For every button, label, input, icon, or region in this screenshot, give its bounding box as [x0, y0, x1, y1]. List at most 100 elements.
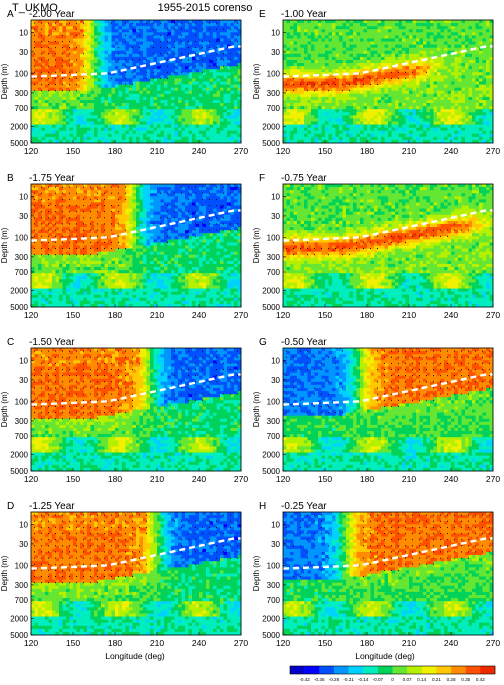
x-tick-label: 180 [360, 146, 374, 156]
colorbar-swatch [333, 666, 349, 674]
y-tick-label: 2000 [262, 123, 280, 132]
x-tick-label: 150 [318, 474, 332, 484]
y-tick-label: 700 [267, 268, 281, 277]
y-axis-label: Depth (m) [252, 63, 261, 99]
colorbar-label: 0.42 [476, 677, 485, 682]
significance-dots [285, 350, 491, 414]
x-tick-label: 240 [444, 310, 458, 320]
y-tick-label: 300 [267, 581, 281, 590]
figure-label: T_UKMO [12, 2, 58, 14]
x-tick-label: 150 [66, 146, 80, 156]
y-tick-label: 700 [15, 104, 29, 113]
colorbar-swatch [304, 666, 320, 674]
x-tick-label: 120 [24, 638, 38, 648]
panel-frame [30, 183, 242, 308]
y-tick-label: 300 [15, 417, 29, 426]
panel-frame [30, 347, 242, 472]
significance-dots [285, 514, 491, 578]
y-tick-label: 10 [271, 28, 280, 37]
panel-letter: A [7, 9, 14, 20]
significance-dots [285, 71, 428, 92]
x-tick-label: 210 [150, 638, 164, 648]
x-axis-label-right: Longitude (deg) [355, 651, 415, 661]
colorbar-swatch [436, 666, 452, 674]
x-tick-label: 150 [66, 474, 80, 484]
x-tick-label: 180 [360, 310, 374, 320]
y-tick-label: 5000 [10, 303, 28, 312]
panel-letter: C [7, 337, 14, 348]
y-tick-label: 10 [271, 520, 280, 529]
y-tick-label: 5000 [262, 303, 280, 312]
thermocline-line [282, 537, 493, 570]
panel-frame [282, 19, 494, 144]
x-tick-label: 240 [444, 638, 458, 648]
x-tick-label: 180 [108, 310, 122, 320]
y-tick-label: 5000 [10, 139, 28, 148]
y-tick-label: 10 [271, 356, 280, 365]
x-tick-label: 240 [192, 310, 206, 320]
panel-title: -2.00 Year [29, 9, 75, 20]
thermocline-line [282, 373, 493, 406]
panel-frame [282, 183, 494, 308]
panel-frame [30, 19, 242, 144]
colorbar-label: -0.42 [299, 677, 310, 682]
panel-title: -1.50 Year [29, 337, 75, 348]
x-tick-label: 270 [234, 638, 248, 648]
y-axis-label: Depth (m) [0, 63, 9, 99]
thermocline-line [30, 45, 241, 78]
panel-frame [30, 511, 242, 636]
panel-letter: D [7, 501, 14, 512]
x-tick-label: 240 [192, 146, 206, 156]
x-tick-label: 210 [402, 638, 416, 648]
y-tick-label: 30 [271, 376, 280, 385]
x-tick-label: 270 [234, 310, 248, 320]
x-tick-label: 150 [318, 638, 332, 648]
panel-frame [282, 511, 494, 636]
significance-dots [33, 186, 239, 256]
panel-title: -1.00 Year [281, 9, 327, 20]
y-tick-label: 700 [15, 268, 29, 277]
colorbar-swatch [451, 666, 466, 674]
panel-letter: G [259, 337, 267, 348]
x-tick-label: 270 [486, 146, 500, 156]
y-tick-label: 2000 [10, 451, 28, 460]
colorbar-label: -0.35 [314, 677, 325, 682]
colorbar-swatch [363, 666, 379, 674]
colorbar-label: 0.14 [417, 677, 426, 682]
x-tick-label: 210 [402, 474, 416, 484]
y-tick-label: 100 [267, 233, 281, 242]
colorbar-swatch [465, 666, 481, 674]
panel-letter: H [259, 501, 266, 512]
x-tick-label: 150 [318, 310, 332, 320]
figure-title: 1955-2015 corenso [158, 2, 253, 14]
x-tick-label: 120 [276, 474, 290, 484]
x-tick-label: 180 [360, 638, 374, 648]
y-tick-label: 5000 [262, 631, 280, 640]
y-axis-label: Depth (m) [252, 555, 261, 591]
y-tick-label: 700 [267, 104, 281, 113]
y-tick-label: 30 [271, 48, 280, 57]
x-axis-label-left: Longitude (deg) [105, 651, 165, 661]
panels: A -2.00 Year 10 30 100 300 700 2000 5000 Depth (m… [0, 9, 500, 648]
significance-dots [285, 223, 470, 256]
y-axis-label: Depth (m) [0, 227, 9, 263]
y-tick-label: 100 [15, 69, 29, 78]
y-tick-label: 100 [15, 233, 29, 242]
x-tick-label: 150 [66, 638, 80, 648]
y-tick-label: 10 [19, 192, 28, 201]
panel-title: -0.50 Year [281, 337, 327, 348]
y-tick-label: 700 [267, 596, 281, 605]
y-tick-label: 100 [267, 397, 281, 406]
colorbar-swatch [407, 666, 422, 674]
y-tick-label: 30 [19, 212, 28, 221]
colorbar: -0.42 -0.35 -0.28 -0.21 -0.14 -0.07 0 0.07 0.14 0… [289, 665, 496, 682]
y-tick-label: 100 [15, 397, 29, 406]
panel-frame [282, 347, 494, 472]
x-tick-label: 120 [276, 638, 290, 648]
colorbar-label: 0 [391, 677, 394, 682]
x-tick-label: 240 [192, 474, 206, 484]
y-tick-label: 10 [19, 520, 28, 529]
